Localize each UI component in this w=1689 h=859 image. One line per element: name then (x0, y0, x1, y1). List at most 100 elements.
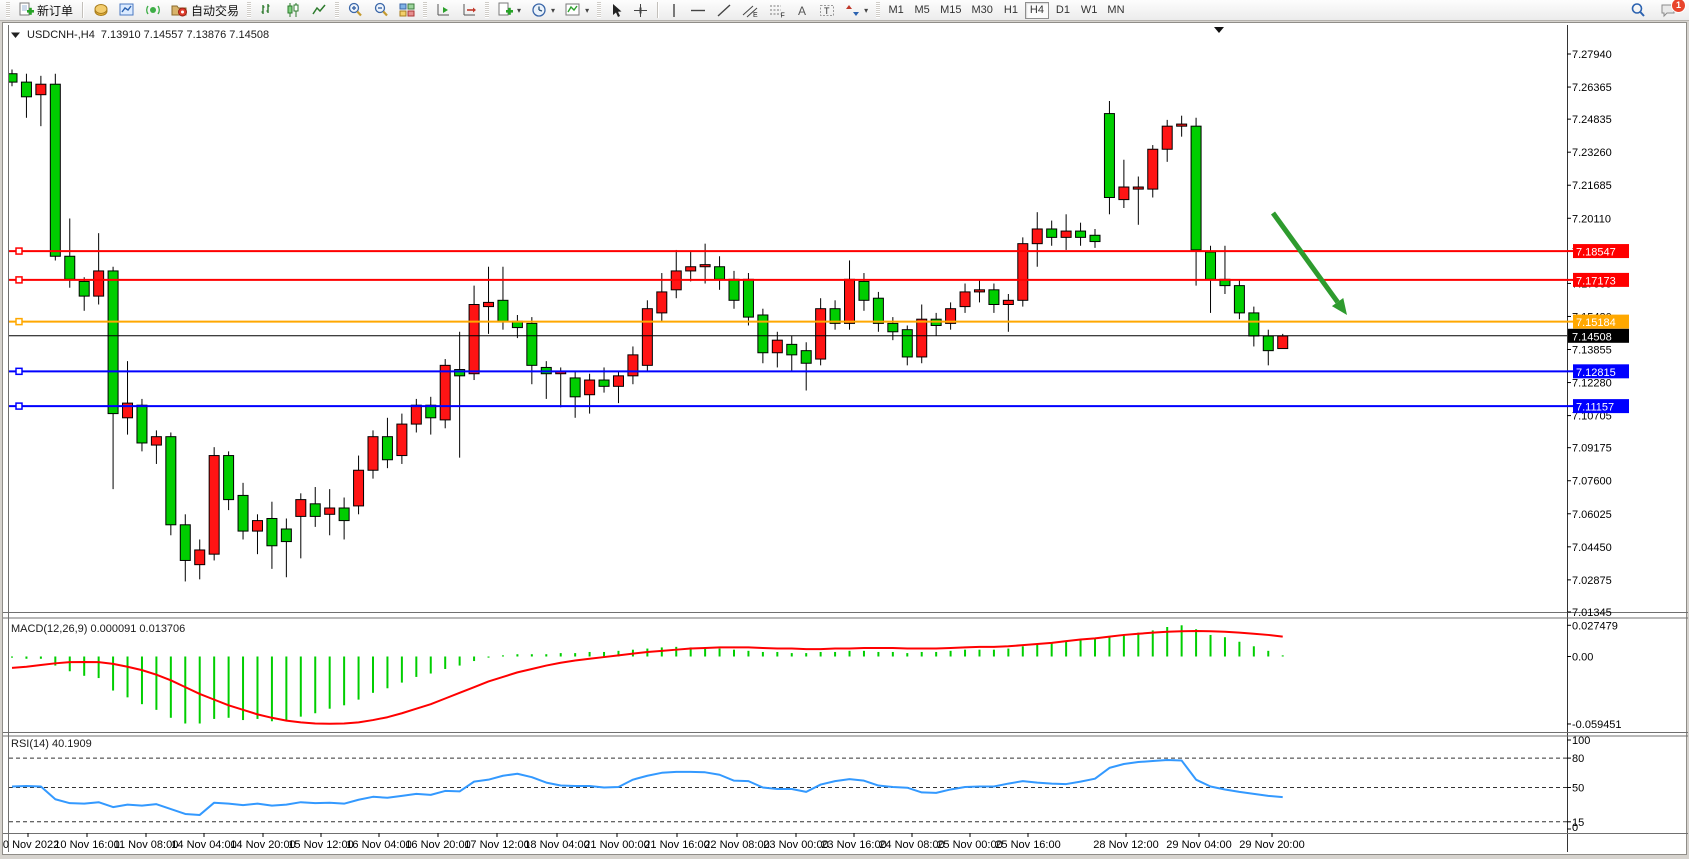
svg-text:22 Nov 08:00: 22 Nov 08:00 (704, 839, 769, 851)
svg-text:14 Nov 04:00: 14 Nov 04:00 (171, 839, 236, 851)
text-label-button[interactable]: T (815, 1, 839, 20)
market-button[interactable] (89, 1, 113, 20)
chart-title: USDCNH-,H4 7.13910 7.14557 7.13876 7.145… (11, 29, 269, 41)
candles-layer (9, 69, 1289, 582)
cursor-button[interactable] (605, 1, 627, 20)
svg-text:7.26365: 7.26365 (1572, 82, 1612, 94)
line-chart-button[interactable] (307, 1, 331, 20)
svg-text:T: T (824, 6, 830, 16)
svg-text:E: E (753, 12, 758, 18)
new-order-label: 新订单 (37, 3, 74, 18)
svg-text:7.27940: 7.27940 (1572, 49, 1612, 61)
hline-7.18547[interactable]: 7.18547 (9, 244, 1629, 259)
timeframe-m1[interactable]: M1 (884, 2, 908, 19)
svg-text:15 Nov 12:00: 15 Nov 12:00 (288, 839, 353, 851)
svg-text:7.21685: 7.21685 (1572, 180, 1612, 192)
svg-text:11 Nov 08:00: 11 Nov 08:00 (114, 839, 179, 851)
timeframe-d1[interactable]: D1 (1051, 2, 1075, 19)
svg-text:17 Nov 12:00: 17 Nov 12:00 (464, 839, 529, 851)
chart-canvas[interactable]: 7.27940 7.26365 7.24835 7.23260 7.21685 7.201… (3, 23, 1688, 854)
annotation-arrow[interactable] (1270, 211, 1347, 315)
hline-7.17173[interactable]: 7.17173 (9, 272, 1629, 288)
svg-text:7.18547: 7.18547 (1576, 247, 1616, 259)
period-dropdown[interactable]: ▾ (527, 1, 559, 20)
zoom-in-button[interactable] (343, 1, 367, 20)
notifications-button[interactable]: 1 (1656, 0, 1686, 20)
chart-window[interactable]: USDCNH-,H4 7.13910 7.14557 7.13876 7.145… (2, 22, 1688, 855)
svg-text:10 Nov 16:00: 10 Nov 16:00 (54, 839, 119, 851)
svg-text:80: 80 (1572, 753, 1584, 765)
svg-text:25 Nov 16:00: 25 Nov 16:00 (995, 839, 1060, 851)
cursor-icon (613, 3, 622, 17)
toolbar-grip[interactable] (6, 2, 10, 18)
channel-button[interactable]: E (738, 1, 763, 20)
svg-text:7.24835: 7.24835 (1572, 114, 1612, 126)
timeframe-h1[interactable]: H1 (999, 2, 1023, 19)
search-button[interactable] (1626, 1, 1650, 20)
new-order-icon (19, 2, 34, 16)
timeframe-mn[interactable]: MN (1103, 2, 1128, 19)
svg-text:29 Nov 20:00: 29 Nov 20:00 (1239, 839, 1304, 851)
new-chart-icon (498, 2, 514, 16)
bar-chart-button[interactable] (255, 1, 279, 20)
svg-text:F: F (781, 12, 785, 18)
new-chart-dropdown[interactable]: ▾ (493, 1, 525, 20)
chart-shift-marker (1214, 27, 1224, 33)
svg-text:7.02875: 7.02875 (1572, 575, 1612, 587)
trendline-button[interactable] (712, 1, 736, 20)
signals-button[interactable] (141, 1, 165, 20)
new-order-button[interactable]: 新订单 (14, 1, 77, 20)
svg-text:-0.059451: -0.059451 (1572, 719, 1622, 731)
zoom-out-icon (374, 2, 388, 17)
macd-pane: 0.027479 0.00 -0.059451 (11, 620, 1622, 731)
timeframe-m15[interactable]: M15 (936, 2, 965, 19)
hline-7.12815[interactable]: 7.12815 (9, 364, 1629, 379)
auto-trading-button[interactable]: 自动交易 (167, 1, 243, 20)
svg-text:23 Nov 00:00: 23 Nov 00:00 (763, 839, 828, 851)
svg-text:7.06025: 7.06025 (1572, 509, 1612, 521)
svg-text:10 Nov 2022: 10 Nov 2022 (3, 839, 59, 851)
arrows-dropdown[interactable]: ▾ (841, 1, 872, 20)
svg-text:18 Nov 04:00: 18 Nov 04:00 (524, 839, 589, 851)
charts-window-button[interactable] (115, 1, 139, 20)
svg-text:7.13855: 7.13855 (1572, 345, 1612, 357)
vertical-line-button[interactable] (664, 1, 684, 20)
zoom-out-button[interactable] (369, 1, 393, 20)
svg-text:7.17173: 7.17173 (1576, 275, 1616, 287)
fibonacci-button[interactable]: F (765, 1, 790, 20)
svg-text:16 Nov 04:00: 16 Nov 04:00 (346, 839, 411, 851)
channel-icon: E (742, 5, 758, 18)
crosshair-icon (634, 3, 648, 17)
rsi-pane: 100 80 50 150 (9, 735, 1590, 834)
indicators-dropdown[interactable]: ▾ (561, 1, 593, 20)
line-chart-icon (312, 4, 326, 15)
svg-text:14 Nov 20:00: 14 Nov 20:00 (230, 839, 295, 851)
candle-chart-button[interactable] (281, 1, 305, 20)
svg-text:25 Nov 00:00: 25 Nov 00:00 (937, 839, 1002, 851)
svg-text:7.09175: 7.09175 (1572, 443, 1612, 455)
svg-text:A: A (798, 4, 806, 18)
chart-shift-button[interactable] (457, 1, 481, 20)
timeframe-h4[interactable]: H4 (1024, 1, 1049, 19)
timeframe-w1[interactable]: W1 (1077, 2, 1102, 19)
svg-text:7.15184: 7.15184 (1576, 317, 1616, 329)
horizontal-line-icon (691, 9, 706, 11)
fibonacci-icon: F (770, 5, 785, 18)
auto-scroll-button[interactable] (431, 1, 455, 20)
svg-text:7.01345: 7.01345 (1572, 607, 1612, 619)
text-button[interactable]: A (792, 1, 813, 20)
hline-7.15184[interactable]: 7.15184 (9, 314, 1629, 330)
chart-shift-icon (463, 4, 477, 16)
crosshair-button[interactable] (629, 1, 652, 20)
tile-windows-button[interactable] (395, 1, 419, 20)
timeframe-m5[interactable]: M5 (910, 2, 934, 19)
svg-text:7.11157: 7.11157 (1576, 402, 1614, 414)
timeframe-m30[interactable]: M30 (968, 2, 997, 19)
svg-text:7.12815: 7.12815 (1576, 367, 1616, 379)
horizontal-line-button[interactable] (686, 1, 710, 20)
hline-7.11157[interactable]: 7.11157 (9, 399, 1629, 414)
rsi-label: RSI(14) 40.1909 (11, 738, 92, 750)
svg-text:0: 0 (1572, 822, 1578, 834)
svg-text:23 Nov 16:00: 23 Nov 16:00 (821, 839, 886, 851)
svg-text:7.12280: 7.12280 (1572, 378, 1612, 390)
